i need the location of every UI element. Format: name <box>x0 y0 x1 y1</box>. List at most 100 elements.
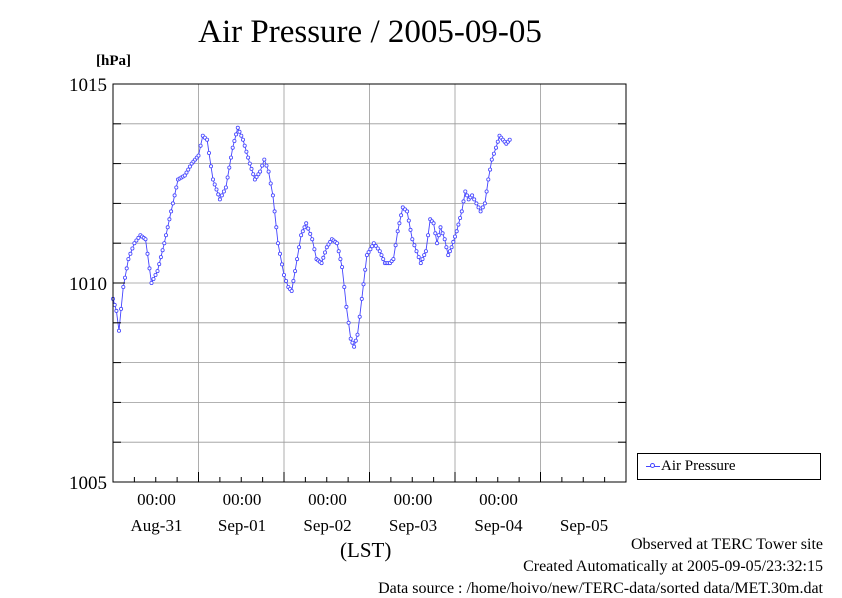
data-point <box>442 237 447 242</box>
x-tick-time-label: 00:00 <box>308 490 347 509</box>
data-point <box>281 272 286 277</box>
data-point <box>321 255 326 260</box>
data-point <box>410 237 415 242</box>
data-point <box>254 174 259 179</box>
data-point <box>279 262 284 267</box>
data-point <box>507 137 512 142</box>
data-point <box>251 172 256 177</box>
series-line <box>112 126 511 349</box>
data-point <box>322 250 327 255</box>
data-point <box>258 169 263 174</box>
data-point <box>414 249 419 254</box>
data-point <box>151 276 156 281</box>
data-point <box>363 267 368 272</box>
data-point <box>124 266 129 271</box>
data-point <box>495 139 500 144</box>
data-point <box>446 253 451 258</box>
data-point <box>300 229 305 234</box>
data-point <box>359 296 364 301</box>
data-point <box>355 332 360 337</box>
data-point <box>235 125 240 130</box>
data-point <box>371 241 376 246</box>
data-point <box>393 243 398 248</box>
footer-site-note: Observed at TERC Tower site <box>630 536 823 553</box>
data-point <box>182 173 187 178</box>
data-point <box>344 304 349 309</box>
y-tick-label: 1005 <box>69 473 107 494</box>
data-point <box>128 251 133 256</box>
data-point <box>260 163 265 168</box>
data-point <box>346 320 351 325</box>
x-tick-date-label: Sep-03 <box>389 516 437 535</box>
footer-created-note: Created Automatically at 2005-09-05/23:3… <box>523 558 823 575</box>
data-point <box>381 257 386 262</box>
data-point <box>353 338 358 343</box>
data-point <box>431 221 436 226</box>
data-point <box>491 151 496 156</box>
data-point <box>361 282 366 287</box>
data-point <box>206 150 211 155</box>
data-point <box>405 209 410 214</box>
x-tick-date-label: Aug-31 <box>131 516 183 535</box>
data-point <box>240 137 245 142</box>
data-point <box>196 153 201 158</box>
data-point <box>304 221 309 226</box>
legend-dot-marker <box>650 463 655 468</box>
data-point <box>170 201 175 206</box>
data-point <box>284 278 289 283</box>
data-point <box>163 233 168 238</box>
data-point <box>157 262 162 267</box>
data-point <box>277 251 282 256</box>
data-point <box>336 249 341 254</box>
data-point <box>167 217 172 222</box>
data-point <box>297 245 302 250</box>
data-point <box>117 328 122 333</box>
data-point <box>352 344 357 349</box>
data-point <box>373 243 378 248</box>
data-point <box>310 237 315 242</box>
data-point <box>249 166 254 171</box>
data-point <box>130 246 135 251</box>
data-point <box>377 249 382 254</box>
data-point <box>420 257 425 262</box>
data-point <box>306 226 311 231</box>
data-point <box>217 197 222 202</box>
data-point <box>210 177 215 182</box>
data-point <box>293 269 298 274</box>
data-point <box>482 201 487 206</box>
legend: Air Pressure <box>637 453 821 480</box>
data-point <box>174 185 179 190</box>
data-point <box>119 306 124 311</box>
footer-data-source: Data source : /home/hoivo/new/TERC-data/… <box>378 580 823 597</box>
data-point <box>160 248 165 253</box>
x-tick-time-label: 00:00 <box>394 490 433 509</box>
data-point <box>225 175 230 180</box>
data-point <box>484 189 489 194</box>
data-point <box>308 231 313 236</box>
data-point <box>338 257 343 262</box>
data-point <box>172 193 177 198</box>
data-point <box>246 155 251 160</box>
data-point <box>162 241 167 246</box>
data-point <box>476 205 481 210</box>
axis-ticks: 1005 1010 1015 00:00 Aug-31 00:00 Sep-01 00:00 S… <box>69 75 627 535</box>
x-axis-label: (LST) <box>340 538 392 562</box>
data-point <box>328 239 333 244</box>
data-point <box>165 225 170 230</box>
data-point <box>357 314 362 319</box>
data-point <box>244 149 249 154</box>
data-point <box>436 233 441 238</box>
x-tick-date-label: Sep-01 <box>218 516 266 535</box>
data-point <box>302 225 307 230</box>
data-point <box>274 225 279 230</box>
data-point <box>447 249 452 254</box>
data-point <box>272 209 277 214</box>
data-point <box>488 167 493 172</box>
data-point <box>406 218 411 223</box>
data-point <box>395 229 400 234</box>
data-point <box>350 340 355 345</box>
data-point <box>470 193 475 198</box>
data-point <box>433 231 438 236</box>
x-tick-date-label: Sep-04 <box>474 516 523 535</box>
